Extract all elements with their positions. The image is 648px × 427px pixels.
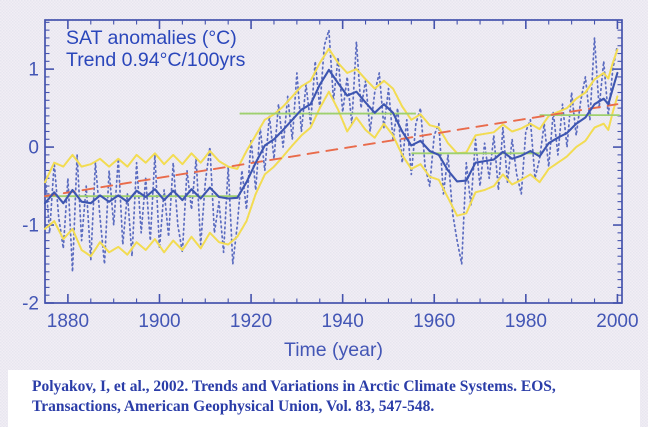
y-tick-label: 0	[28, 138, 39, 159]
y-tick-label: -2	[22, 294, 39, 315]
axis-box	[44, 19, 623, 304]
citation-line-1: Polyakov, I, et al., 2002. Trends and Va…	[32, 378, 556, 395]
x-tick-label: 1940	[322, 311, 364, 332]
x-tick-label: 1900	[138, 311, 180, 332]
chart-title: SAT anomalies (°C)	[66, 27, 237, 49]
x-tick-label: 1880	[47, 311, 89, 332]
lower-confidence-line	[44, 90, 619, 258]
x-tick-label: 1980	[505, 311, 547, 332]
y-tick-label: -1	[22, 216, 39, 237]
x-tick-label: 1920	[230, 311, 272, 332]
sat-anomaly-chart: 1880 1900 1920 1940 1960 1980 2000 -2 -1 0 1 SAT an…	[22, 19, 639, 361]
x-axis-label: Time (year)	[284, 339, 383, 361]
citation: Polyakov, I, et al., 2002. Trends and Va…	[8, 370, 640, 427]
smoothed-anomaly-line	[43, 68, 619, 205]
upper-confidence-line	[44, 47, 619, 184]
linear-trend-line	[44, 103, 619, 198]
x-tick-label: 1960	[413, 311, 455, 332]
citation-line-2: Transactions, American Geophysical Union…	[32, 398, 435, 416]
x-tick-label: 2000	[596, 311, 638, 332]
chart-subtitle: Trend 0.94°C/100yrs	[66, 49, 246, 71]
annual-anomaly-line	[44, 29, 619, 273]
y-tick-label: 1	[28, 60, 39, 81]
